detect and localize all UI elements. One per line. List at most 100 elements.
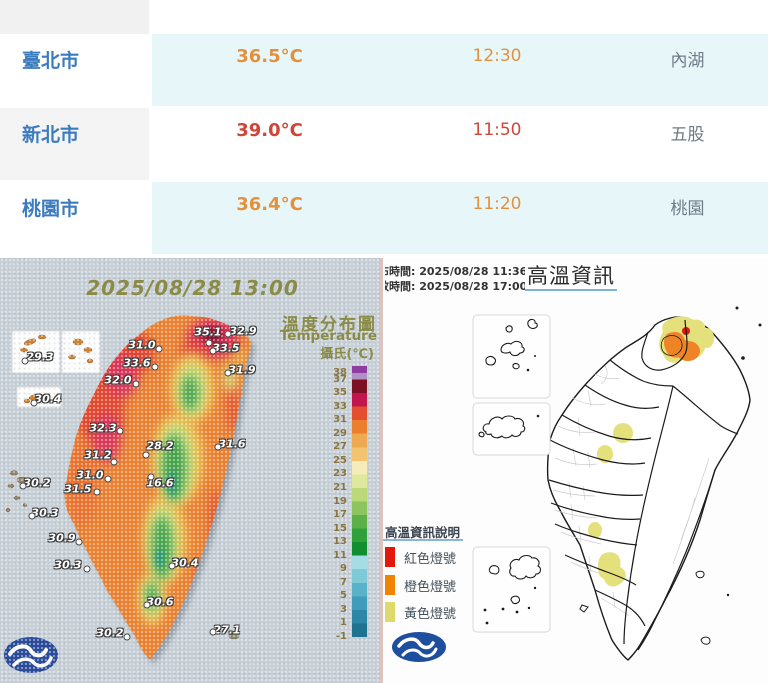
legend-label: 橙色燈號 xyxy=(404,579,457,595)
temp-cell: 36.5°C xyxy=(152,34,387,106)
station-value-label: 30.6 xyxy=(146,595,174,609)
colorbar-tick: 1 xyxy=(340,617,347,629)
station-dot xyxy=(205,339,213,347)
panel-divider xyxy=(380,258,383,683)
station-dot xyxy=(224,369,232,377)
station-dot xyxy=(104,475,112,483)
table-row: 桃園市 36.4°C 11:20 桃園 xyxy=(0,182,768,256)
city-cell: 臺北市 xyxy=(0,34,152,106)
colorbar-tick: 21 xyxy=(333,481,347,493)
station-value-label: 16.6 xyxy=(146,476,174,490)
time-value: 12:30 xyxy=(472,46,522,66)
legend-label: 紅色燈號 xyxy=(404,551,457,567)
station-dot xyxy=(75,538,83,546)
station-cell: 五股 xyxy=(607,108,768,180)
colorbar-tick: 7 xyxy=(340,576,347,588)
colorbar-tick: 19 xyxy=(333,495,347,507)
station-dot xyxy=(214,443,222,451)
station-value-label: 29.3 xyxy=(26,350,54,364)
station-value-label: 30.2 xyxy=(96,626,124,640)
penghu-islets xyxy=(5,470,28,513)
temperature-colorbar xyxy=(352,366,367,637)
station-value-label: 31.9 xyxy=(228,363,256,377)
station-dot xyxy=(147,473,155,481)
station-value-label: 31.2 xyxy=(84,448,112,462)
colorbar-tick: 3 xyxy=(340,603,347,615)
colorbar-tick: 37 xyxy=(333,373,347,385)
colorbar-tick: 38 xyxy=(333,366,347,378)
table-row: 臺北市 36.5°C 12:30 內湖 xyxy=(0,34,768,108)
time-value: 11:50 xyxy=(472,120,522,140)
cwa-logo xyxy=(392,632,446,662)
colorbar-tick: 5 xyxy=(340,590,347,602)
cwa-logo xyxy=(4,637,58,673)
legend-label: 黃色燈號 xyxy=(404,606,457,622)
city-name: 臺北市 xyxy=(22,50,80,72)
time-cell: 11:20 xyxy=(387,182,607,254)
colorbar-tick: 17 xyxy=(333,509,347,521)
yellow-light-swatch xyxy=(385,602,395,622)
temp-value: 36.5°C xyxy=(236,46,303,67)
table-row: 新北市 39.0°C 11:50 五股 xyxy=(0,108,768,182)
table-header-partial-row xyxy=(0,0,768,34)
temperature-distribution-map: 2025/08/28 13:00 溫度分布圖 Temperature 攝氏(℃)… xyxy=(0,258,380,683)
station-dot xyxy=(21,357,29,365)
city-cell: 新北市 xyxy=(0,108,152,180)
warning-map-title: 高溫資訊 xyxy=(527,264,615,288)
colorbar-tick: 25 xyxy=(333,454,347,466)
taiwan-outline xyxy=(546,316,751,661)
legend-item-yellow: 黃色燈號 xyxy=(383,602,456,622)
colorbar-tick: 23 xyxy=(333,468,347,480)
station-dot xyxy=(30,399,38,407)
colorbar-tick: 27 xyxy=(333,441,347,453)
station-dot xyxy=(168,562,176,570)
station-dot xyxy=(19,482,27,490)
taiwan-temperature-map-graphic xyxy=(4,315,255,673)
station-name: 五股 xyxy=(670,125,705,145)
station-dot xyxy=(116,427,124,435)
station-value-label: 30.2 xyxy=(23,476,51,490)
expire-time: 效時間: 2025/08/28 17:00 xyxy=(385,280,525,293)
station-value-label: 33.5 xyxy=(212,341,240,355)
station-value-label: 35.1 xyxy=(194,325,222,339)
station-value-label: 31.6 xyxy=(218,437,246,451)
time-value: 11:20 xyxy=(472,194,522,214)
colorbar-tick: 29 xyxy=(333,427,347,439)
station-value-label: 32.9 xyxy=(229,324,257,338)
city-name: 桃園市 xyxy=(22,198,80,220)
city-name: 新北市 xyxy=(22,124,80,146)
county-borders xyxy=(548,319,739,651)
taiwan-warning-map-graphic xyxy=(392,306,762,662)
station-value-label: 27.1 xyxy=(213,623,241,637)
map-legend-title-en: Temperature xyxy=(279,328,377,344)
temperature-table: 臺北市 36.5°C 12:30 內湖 新北市 39.0°C 11:50 xyxy=(0,0,768,258)
map-legend-unit: 攝氏(℃) xyxy=(320,347,374,362)
station-dot xyxy=(83,565,91,573)
warning-legend-underline xyxy=(383,539,463,541)
orange-light-swatch xyxy=(385,575,395,595)
islet-dots xyxy=(726,306,762,597)
title-underline xyxy=(525,289,617,291)
colorbar-tick: 35 xyxy=(333,387,347,399)
station-dot xyxy=(143,601,151,609)
inset-boxes xyxy=(472,314,551,633)
orchid-island xyxy=(228,632,240,640)
colorbar-tick: 11 xyxy=(333,549,347,561)
colorbar-tick: 15 xyxy=(333,522,347,534)
high-temperature-warning-map: 布時間: 2025/08/28 11:36 效時間: 2025/08/28 17… xyxy=(383,258,768,683)
station-value-label: 30.4 xyxy=(34,392,62,406)
legend-item-orange: 橙色燈號 xyxy=(383,575,456,595)
station-name: 桃園 xyxy=(670,199,705,219)
colorbar-tick: 9 xyxy=(340,563,347,575)
station-value-label: 31.0 xyxy=(76,468,104,482)
temp-value: 39.0°C xyxy=(236,120,303,141)
temp-cell: 39.0°C xyxy=(152,108,387,180)
temp-cell: 36.4°C xyxy=(152,182,387,254)
station-dot xyxy=(209,628,217,636)
station-value-label: 33.6 xyxy=(123,356,151,370)
station-value-label: 32.0 xyxy=(104,373,132,387)
station-value-label: 28.2 xyxy=(146,439,174,453)
station-dot xyxy=(209,347,217,355)
temperature-shading xyxy=(66,318,245,626)
